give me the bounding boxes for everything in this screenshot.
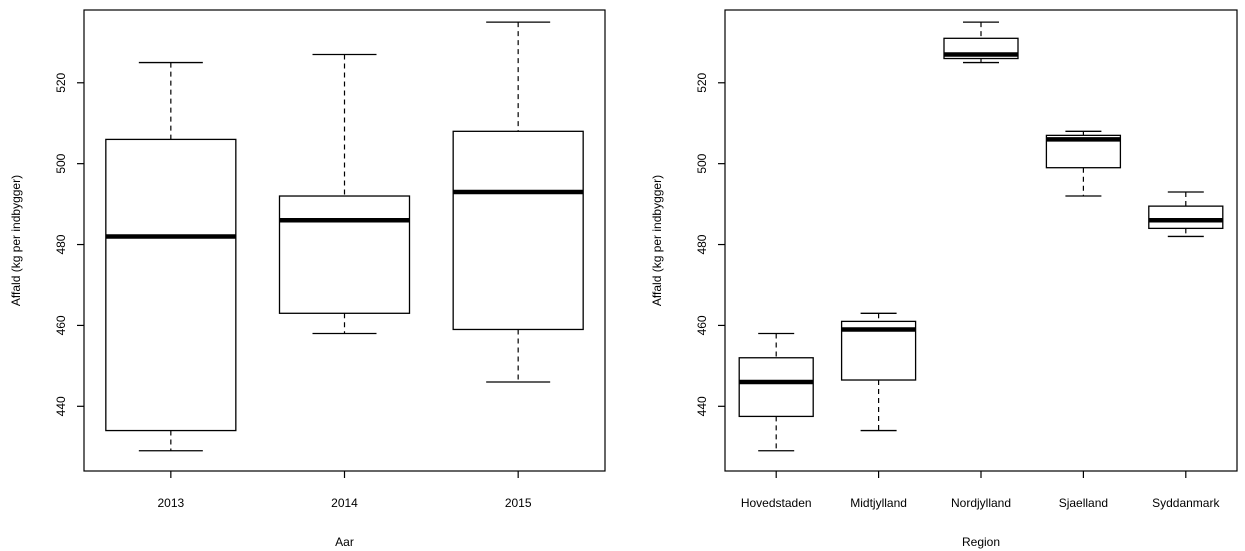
boxplot-by-year: 2013 2014 2015 440 460 480 500 520 Aar Affald …	[9, 9, 606, 549]
x-tick-label: 2013	[157, 496, 184, 510]
y-axis-label: Affald (kg per indbygger)	[650, 175, 664, 306]
x-axis-ticks: 2013 2014 2015	[157, 471, 532, 510]
y-tick-label: 500	[695, 153, 709, 173]
y-tick-label: 440	[54, 396, 68, 416]
box-hovedstaden	[738, 332, 814, 452]
x-tick-label: Midtjylland	[850, 496, 907, 510]
box-2015	[452, 21, 584, 383]
y-axis-ticks: 440 460 480 500 520	[54, 72, 84, 416]
box-iqr	[738, 357, 814, 418]
x-tick-label: Hovedstaden	[741, 496, 812, 510]
box-iqr	[278, 195, 411, 314]
x-axis-ticks: Hovedstaden Midtjylland Nordjylland Sjaella…	[741, 471, 1220, 510]
x-tick-label: 2014	[331, 496, 358, 510]
box-iqr	[452, 130, 584, 331]
box-midtjylland	[840, 312, 917, 432]
x-tick-label: 2015	[505, 496, 532, 510]
y-tick-label: 520	[695, 72, 709, 92]
x-tick-label: Syddanmark	[1152, 496, 1220, 510]
boxes	[738, 21, 1224, 452]
y-axis-ticks: 440 460 480 500 520	[695, 72, 725, 416]
y-tick-label: 440	[695, 396, 709, 416]
boxes	[105, 21, 584, 452]
x-axis-label: Aar	[335, 535, 354, 549]
y-tick-label: 460	[54, 315, 68, 335]
y-tick-label: 460	[695, 315, 709, 335]
box-sjaelland	[1045, 130, 1122, 197]
box-iqr	[1148, 205, 1224, 230]
y-tick-label: 500	[54, 153, 68, 173]
x-tick-label: Sjaelland	[1059, 496, 1108, 510]
x-axis-label: Region	[962, 535, 1000, 549]
box-2013	[105, 61, 237, 452]
box-nordjylland	[943, 21, 1019, 64]
y-axis-label: Affald (kg per indbygger)	[9, 175, 23, 306]
y-tick-label: 480	[54, 234, 68, 254]
box-syddanmark	[1148, 191, 1224, 238]
boxplot-by-region: Hovedstaden Midtjylland Nordjylland Sjaella…	[650, 9, 1238, 549]
box-2014	[278, 53, 411, 335]
box-iqr	[105, 138, 237, 432]
x-tick-label: Nordjylland	[951, 496, 1011, 510]
y-tick-label: 520	[54, 72, 68, 92]
y-tick-label: 480	[695, 234, 709, 254]
